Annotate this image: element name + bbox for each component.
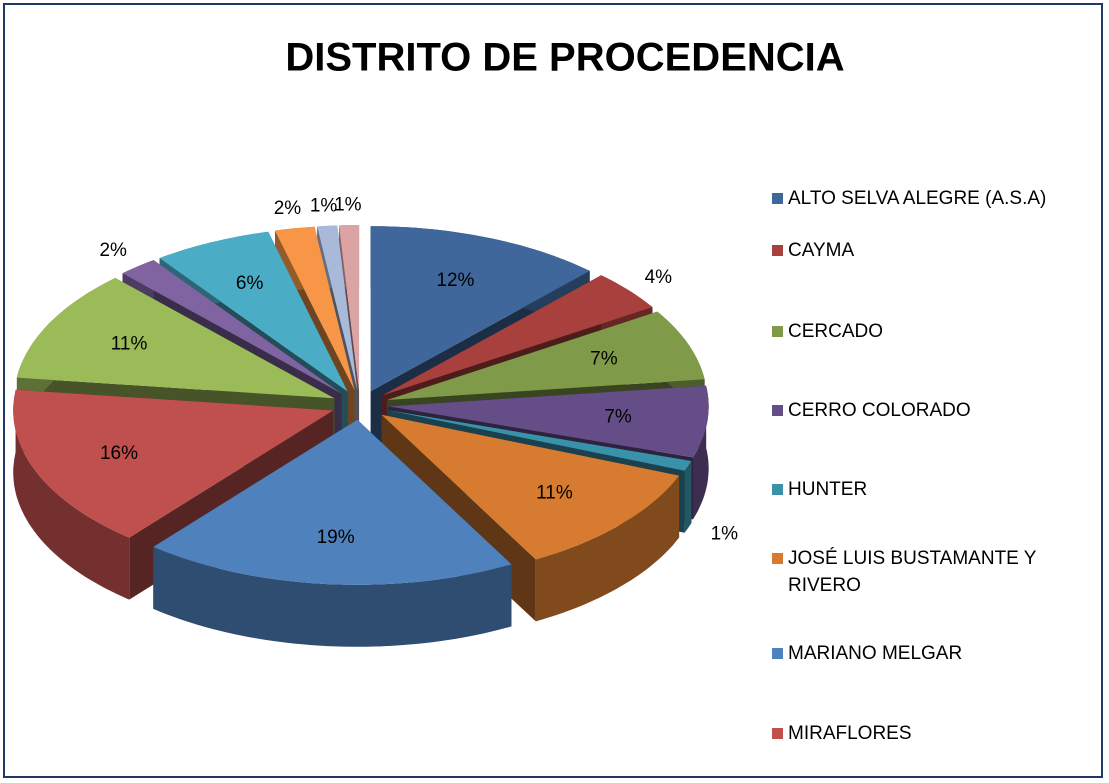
legend-label: HUNTER (788, 479, 868, 500)
legend-item: MIRAFLORES (772, 720, 1088, 747)
legend-item: CERRO COLORADO (772, 397, 1088, 424)
data-label: 4% (645, 267, 673, 288)
legend-item: JOSÉ LUIS BUSTAMANTE Y RIVERO (772, 545, 1088, 599)
legend-label: MIRAFLORES (788, 723, 912, 744)
legend-label: CAYMA (788, 240, 855, 261)
slice-top (381, 414, 680, 560)
legend-swatch (772, 553, 783, 564)
legend-label: ALTO SELVA ALEGRE (A.S.A) (788, 188, 1047, 209)
slice-top (122, 260, 342, 394)
legend-item: ALTO SELVA ALEGRE (A.S.A) (772, 185, 1088, 212)
legend-label: JOSÉ LUIS BUSTAMANTE Y RIVERO (788, 548, 1037, 596)
legend-swatch (772, 245, 783, 256)
legend-label: MARIANO MELGAR (788, 643, 963, 664)
legend-swatch (772, 326, 783, 337)
slice-top (153, 419, 512, 585)
data-label: 11% (536, 482, 573, 503)
legend-label: CERCADO (788, 321, 884, 342)
data-label: 7% (604, 407, 632, 428)
legend-swatch (772, 728, 783, 739)
data-label: 2% (99, 240, 127, 261)
slice-top (339, 225, 360, 391)
slice-top (387, 410, 692, 471)
frame (3, 3, 1103, 778)
data-label: 6% (236, 273, 264, 294)
slice-top (13, 389, 334, 538)
slice-top (388, 385, 709, 458)
data-label: 1% (711, 524, 739, 545)
slice-top (387, 311, 705, 400)
data-label: 2% (274, 198, 302, 219)
legend-swatch (772, 405, 783, 416)
legend-item: HUNTER (772, 476, 1088, 503)
legend-item: CAYMA (772, 237, 1088, 264)
slice-top (370, 226, 590, 392)
slice-top (16, 278, 335, 399)
legend-item: CERCADO (772, 318, 1088, 345)
slice-wall (153, 546, 512, 647)
legend-swatch (772, 648, 783, 659)
slice-wall (13, 389, 130, 600)
slice (153, 419, 512, 647)
data-label: 1% (310, 195, 338, 216)
legend-label: CERRO COLORADO (788, 400, 971, 421)
data-label: 12% (436, 270, 474, 291)
slice-top (382, 275, 653, 396)
slice-wall (693, 385, 709, 520)
slice-top (159, 231, 348, 392)
slice-top (317, 225, 358, 391)
data-label: 19% (317, 527, 355, 548)
legend-swatch (772, 484, 783, 495)
data-label: 11% (111, 333, 148, 354)
chart-title: DISTRITO DE PROCEDENCIA (285, 36, 844, 80)
data-label: 1% (334, 194, 362, 215)
slice-wall (684, 461, 692, 533)
legend-swatch (772, 193, 783, 204)
data-label: 7% (590, 349, 618, 370)
slice-top (275, 226, 355, 391)
data-label: 16% (100, 443, 138, 464)
slice-wall (535, 475, 680, 622)
legend-item: MARIANO MELGAR (772, 640, 1088, 667)
